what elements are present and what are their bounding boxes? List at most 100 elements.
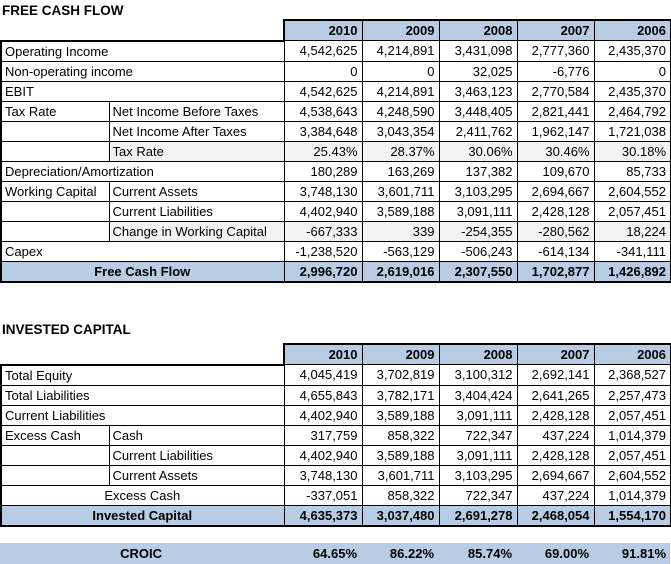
value-cell[interactable]: 339 (361, 220, 440, 242)
value-cell[interactable]: -614,134 (516, 240, 595, 262)
value-cell[interactable]: 3,384,648 (283, 120, 363, 142)
value-cell[interactable]: 180,289 (283, 160, 363, 182)
value-cell[interactable]: 2,435,370 (593, 80, 671, 102)
year-header[interactable]: 2009 (361, 19, 440, 41)
total-value-cell[interactable]: 2,307,550 (438, 260, 518, 283)
year-header[interactable]: 2008 (438, 343, 518, 365)
value-cell[interactable]: 0 (361, 60, 440, 82)
value-cell[interactable]: -667,333 (283, 220, 363, 242)
value-cell[interactable]: 2,428,128 (516, 200, 595, 222)
year-header[interactable]: 2010 (283, 343, 363, 365)
value-cell[interactable]: 2,428,128 (516, 444, 595, 466)
row-group-label[interactable] (0, 220, 110, 242)
value-cell[interactable]: 2,692,141 (516, 364, 595, 386)
value-cell[interactable]: 4,214,891 (361, 40, 440, 62)
total-label[interactable]: Invested Capital (0, 504, 285, 527)
value-cell[interactable]: 137,382 (438, 160, 518, 182)
value-cell[interactable]: 3,448,405 (438, 100, 518, 122)
value-cell[interactable]: 2,464,792 (593, 100, 671, 122)
value-cell[interactable]: 2,428,128 (516, 404, 595, 426)
row-label[interactable]: Tax Rate (108, 140, 285, 162)
row-label[interactable]: Capex (0, 240, 285, 262)
value-cell[interactable]: 722,347 (438, 424, 518, 446)
value-cell[interactable]: 0 (283, 60, 363, 82)
year-header[interactable]: 2007 (516, 343, 595, 365)
value-cell[interactable]: 3,589,188 (361, 444, 440, 466)
value-cell[interactable]: 1,721,038 (593, 120, 671, 142)
row-label[interactable]: Current Liabilities (0, 404, 285, 426)
value-cell[interactable]: 1,962,147 (516, 120, 595, 142)
total-value-cell[interactable]: 2,619,016 (361, 260, 440, 283)
value-cell[interactable]: 437,224 (516, 424, 595, 446)
total-value-cell[interactable]: 1,426,892 (593, 260, 671, 283)
value-cell[interactable]: 2,641,265 (516, 384, 595, 406)
value-cell[interactable]: -506,243 (438, 240, 518, 262)
row-group-label[interactable] (0, 120, 110, 142)
value-cell[interactable]: 2,257,473 (593, 384, 671, 406)
row-label[interactable]: Non-operating income (0, 60, 285, 82)
row-label[interactable]: Current Liabilities (108, 200, 285, 222)
croic-value-cell[interactable]: 69.00% (516, 543, 594, 564)
value-cell[interactable]: 4,214,891 (361, 80, 440, 102)
value-cell[interactable]: 25.43% (283, 140, 363, 162)
row-group-label[interactable] (0, 464, 110, 486)
value-cell[interactable]: 3,702,819 (361, 364, 440, 386)
year-header[interactable]: 2006 (593, 343, 671, 365)
value-cell[interactable]: 3,601,711 (361, 464, 440, 486)
value-cell[interactable]: 2,435,370 (593, 40, 671, 62)
value-cell[interactable]: 3,091,111 (438, 200, 518, 222)
row-label[interactable]: Change in Working Capital (108, 220, 285, 242)
value-cell[interactable]: 722,347 (438, 484, 518, 506)
value-cell[interactable]: -1,238,520 (283, 240, 363, 262)
value-cell[interactable]: 437,224 (516, 484, 595, 506)
year-header[interactable]: 2008 (438, 19, 518, 41)
value-cell[interactable]: 317,759 (283, 424, 363, 446)
row-label[interactable]: Net Income After Taxes (108, 120, 285, 142)
value-cell[interactable]: 3,404,424 (438, 384, 518, 406)
value-cell[interactable]: 3,589,188 (361, 200, 440, 222)
value-cell[interactable]: 2,694,667 (516, 464, 595, 486)
row-group-label[interactable] (0, 140, 110, 162)
row-label[interactable]: Net Income Before Taxes (108, 100, 285, 122)
value-cell[interactable]: 4,402,940 (283, 404, 363, 426)
value-cell[interactable]: 30.46% (516, 140, 595, 162)
total-value-cell[interactable]: 2,691,278 (438, 504, 518, 527)
value-cell[interactable]: 4,538,643 (283, 100, 363, 122)
value-cell[interactable]: 3,043,354 (361, 120, 440, 142)
croic-value-cell[interactable]: 85.74% (438, 543, 517, 564)
value-cell[interactable]: 2,821,441 (516, 100, 595, 122)
value-cell[interactable]: 2,604,552 (593, 464, 671, 486)
row-label[interactable]: Excess Cash (0, 484, 285, 506)
value-cell[interactable]: 3,091,111 (438, 444, 518, 466)
value-cell[interactable]: 2,368,527 (593, 364, 671, 386)
value-cell[interactable]: 4,542,625 (283, 80, 363, 102)
croic-value-cell[interactable]: 91.81% (593, 543, 671, 564)
value-cell[interactable]: 858,322 (361, 484, 440, 506)
total-value-cell[interactable]: 1,554,170 (593, 504, 671, 527)
value-cell[interactable]: 85,733 (593, 160, 671, 182)
value-cell[interactable]: 3,431,098 (438, 40, 518, 62)
row-label[interactable]: Current Assets (108, 180, 285, 202)
value-cell[interactable]: 30.06% (438, 140, 518, 162)
total-value-cell[interactable]: 4,635,373 (283, 504, 363, 527)
value-cell[interactable]: 2,057,451 (593, 200, 671, 222)
value-cell[interactable]: 30.18% (593, 140, 671, 162)
value-cell[interactable]: 4,542,625 (283, 40, 363, 62)
value-cell[interactable]: 3,103,295 (438, 180, 518, 202)
row-label[interactable]: Total Equity (0, 363, 285, 386)
year-header[interactable]: 2007 (516, 19, 595, 41)
value-cell[interactable]: 4,655,843 (283, 384, 363, 406)
year-header[interactable]: 2006 (593, 19, 671, 41)
row-label[interactable]: EBIT (0, 80, 285, 102)
value-cell[interactable]: 0 (593, 60, 671, 82)
value-cell[interactable]: 18,224 (593, 220, 671, 242)
value-cell[interactable]: 2,057,451 (593, 444, 671, 466)
value-cell[interactable]: 4,045,419 (283, 364, 363, 386)
value-cell[interactable]: 2,057,451 (593, 404, 671, 426)
value-cell[interactable]: 4,402,940 (283, 444, 363, 466)
total-value-cell[interactable]: 2,468,054 (516, 504, 595, 527)
value-cell[interactable]: -280,562 (516, 220, 595, 242)
value-cell[interactable]: 3,589,188 (361, 404, 440, 426)
value-cell[interactable]: 2,604,552 (593, 180, 671, 202)
value-cell[interactable]: 2,777,360 (516, 40, 595, 62)
